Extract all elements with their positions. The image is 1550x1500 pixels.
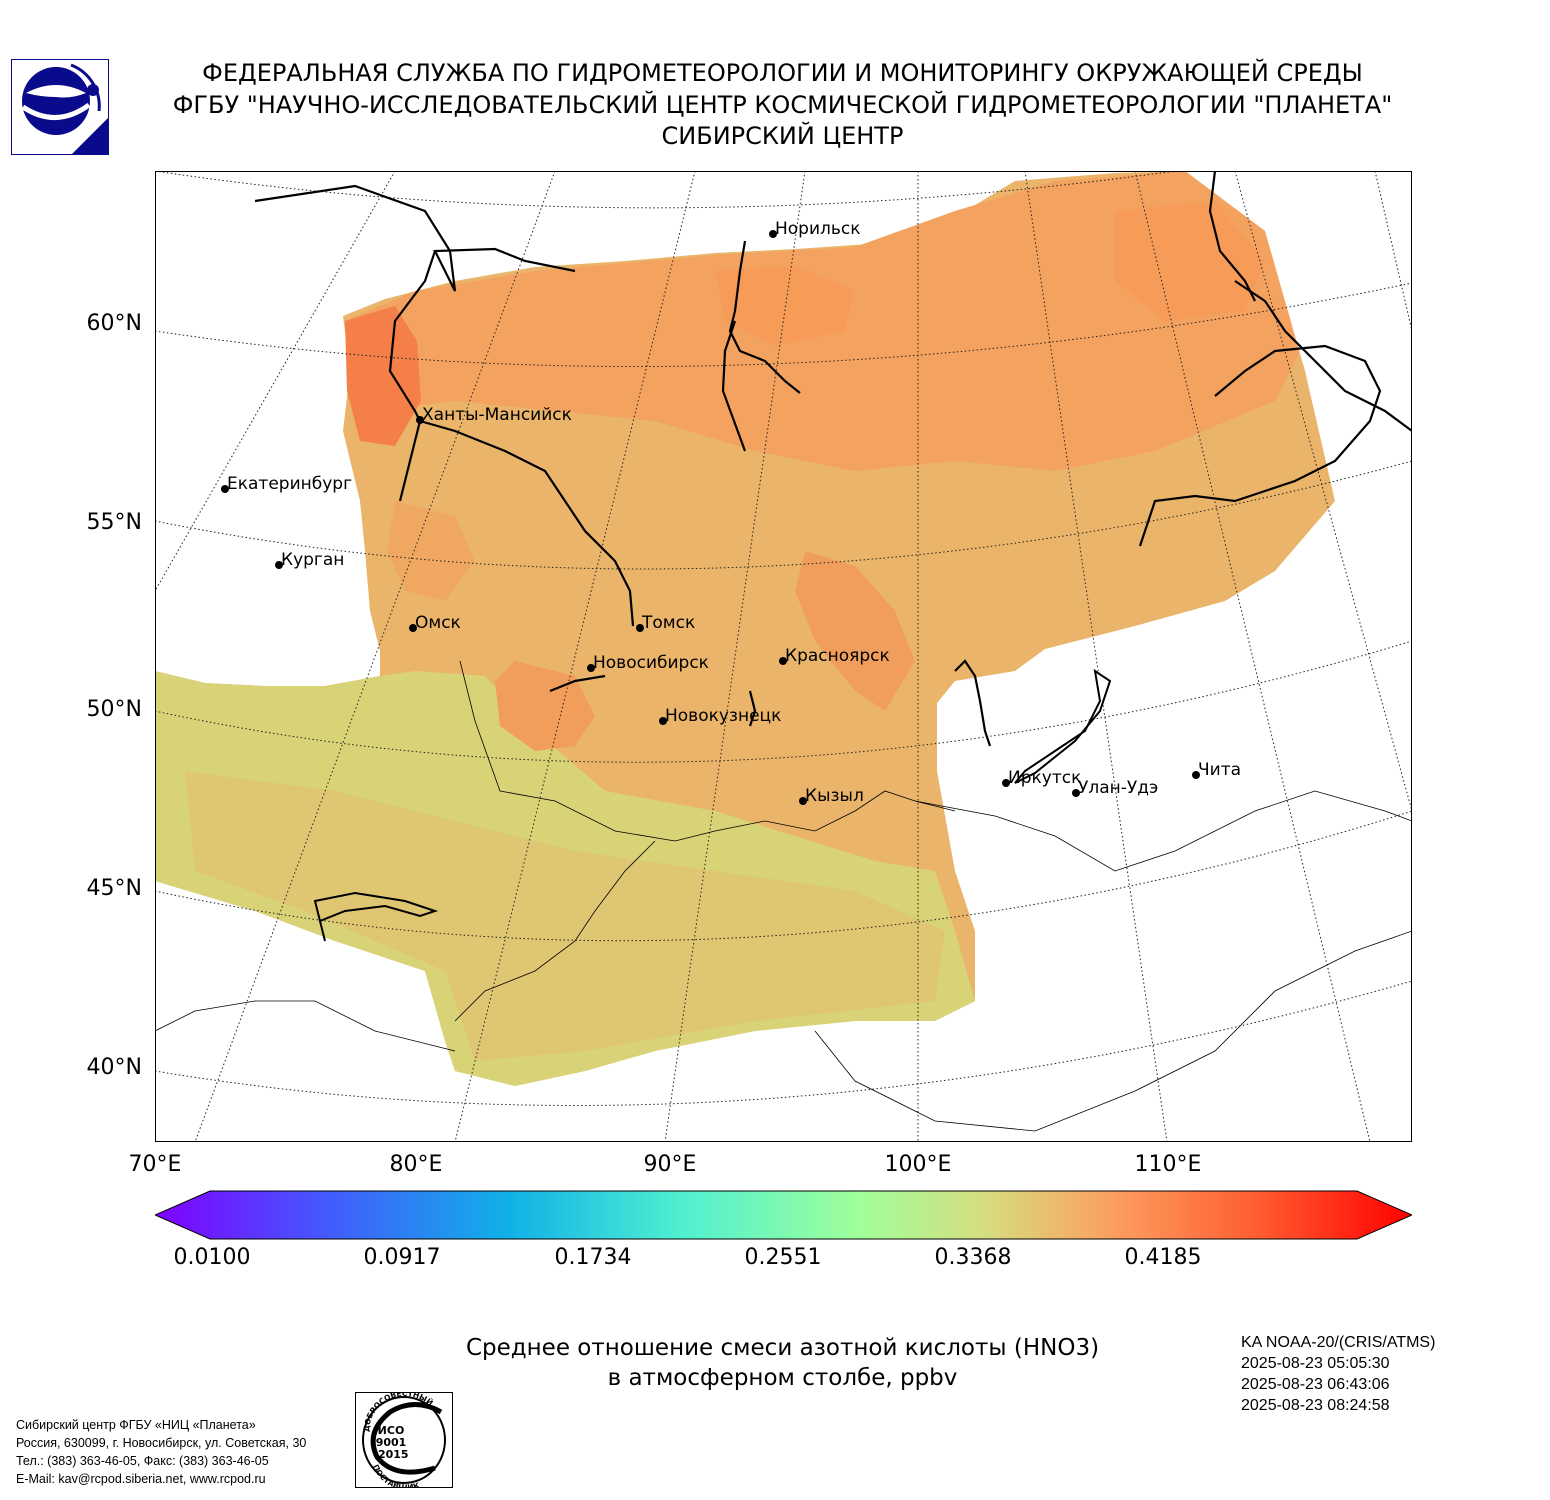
- iso-line-1: ИСО: [378, 1424, 405, 1437]
- city-label: Омск: [415, 613, 461, 633]
- city-label: Кызыл: [805, 786, 864, 806]
- colorbar-tick: 0.1734: [554, 1245, 632, 1270]
- product-title-line-1: Среднее отношение смеси азотной кислоты …: [465, 1335, 1100, 1361]
- planeta-emblem-icon: [11, 59, 109, 155]
- header: ФЕДЕРАЛЬНАЯ СЛУЖБА ПО ГИДРОМЕТЕОРОЛОГИИ …: [120, 58, 1445, 153]
- contact-footer: Сибирский центр ФГБУ «НИЦ «Планета» Росс…: [16, 1416, 306, 1488]
- cities: Норильск Ханты-Мансийск Екатеринбург Кур…: [221, 219, 1241, 806]
- city-label: Иркутск: [1008, 768, 1081, 788]
- pass-time: 2025-08-23 05:05:30: [1241, 1355, 1390, 1372]
- colorbar-tick: 0.3368: [934, 1245, 1012, 1270]
- colorbar: [153, 1190, 1414, 1240]
- city-label: Норильск: [775, 219, 861, 239]
- colorbar-tick: 0.0917: [363, 1245, 441, 1270]
- city-label: Екатеринбург: [227, 474, 352, 494]
- borders: [155, 660, 1412, 1132]
- footer-line: Сибирский центр ФГБУ «НИЦ «Планета»: [16, 1418, 256, 1432]
- city-label: Улан-Удэ: [1078, 778, 1158, 798]
- map-frame: [155, 171, 1412, 1142]
- lon-label: 100°E: [884, 1152, 952, 1177]
- lat-label: 40°N: [86, 1055, 142, 1080]
- lake-baikal: [1014, 668, 1112, 784]
- footer-line: Тел.: (383) 363-46-05, Факс: (383) 363-4…: [16, 1454, 269, 1468]
- city-label: Новосибирск: [593, 653, 709, 673]
- lon-label: 90°E: [643, 1152, 697, 1177]
- lon-label: 110°E: [1134, 1152, 1202, 1177]
- lat-label: 45°N: [86, 876, 142, 901]
- colorbar-tick: 0.0100: [173, 1245, 251, 1270]
- header-line-2: ФГБУ "НАУЧНО-ИССЛЕДОВАТЕЛЬСКИЙ ЦЕНТР КОС…: [172, 90, 1393, 119]
- colorbar-tick: 0.2551: [744, 1245, 822, 1270]
- lon-label: 80°E: [389, 1152, 443, 1177]
- map-canvas: Норильск Ханты-Мансийск Екатеринбург Кур…: [155, 171, 1412, 1142]
- rivers: [254, 171, 1412, 747]
- meridians: [155, 171, 1412, 1142]
- satellite-name: KA NOAA-20/(CRIS/ATMS): [1241, 1334, 1436, 1351]
- footer-line: E-Mail: kav@rcpod.siberia.net, www.rcpod…: [16, 1472, 266, 1486]
- pass-time: 2025-08-23 08:24:58: [1241, 1397, 1390, 1414]
- iso-line-3: -2015: [373, 1448, 408, 1461]
- footer-line: Россия, 630099, г. Новосибирск, ул. Сове…: [16, 1436, 307, 1450]
- lon-label: 70°E: [128, 1152, 182, 1177]
- city-label: Томск: [641, 613, 695, 633]
- header-line-3: СИБИРСКИЙ ЦЕНТР: [661, 122, 904, 150]
- colorbar-tick: 0.4185: [1124, 1245, 1202, 1270]
- header-line-1: ФЕДЕРАЛЬНАЯ СЛУЖБА ПО ГИДРОМЕТЕОРОЛОГИИ …: [202, 59, 1363, 87]
- lat-label: 60°N: [86, 311, 142, 336]
- city-label: Красноярск: [785, 646, 890, 666]
- lat-label: 50°N: [86, 697, 142, 722]
- city-label: Курган: [281, 550, 344, 570]
- iso-line-2: 9001: [376, 1436, 407, 1449]
- product-title-line-2: в атмосферном столбе, ppbv: [607, 1365, 958, 1391]
- pass-time: 2025-08-23 06:43:06: [1241, 1376, 1390, 1393]
- map-panel: Норильск Ханты-Мансийск Екатеринбург Кур…: [155, 171, 1412, 1142]
- lat-label: 55°N: [86, 510, 142, 535]
- colorbar-svg: [153, 1190, 1414, 1240]
- iso-certification-badge: ДОБРОСОВЕСТНЫЙ ПОСТАВЩИК ИСО 9001 -2015: [355, 1389, 453, 1492]
- city-label: Чита: [1198, 760, 1241, 780]
- city-label: Новокузнецк: [665, 706, 781, 726]
- satellite-info: KA NOAA-20/(CRIS/ATMS) 2025-08-23 05:05:…: [1241, 1332, 1435, 1416]
- city-label: Ханты-Мансийск: [422, 405, 572, 425]
- product-title: Среднее отношение смеси азотной кислоты …: [330, 1333, 1235, 1393]
